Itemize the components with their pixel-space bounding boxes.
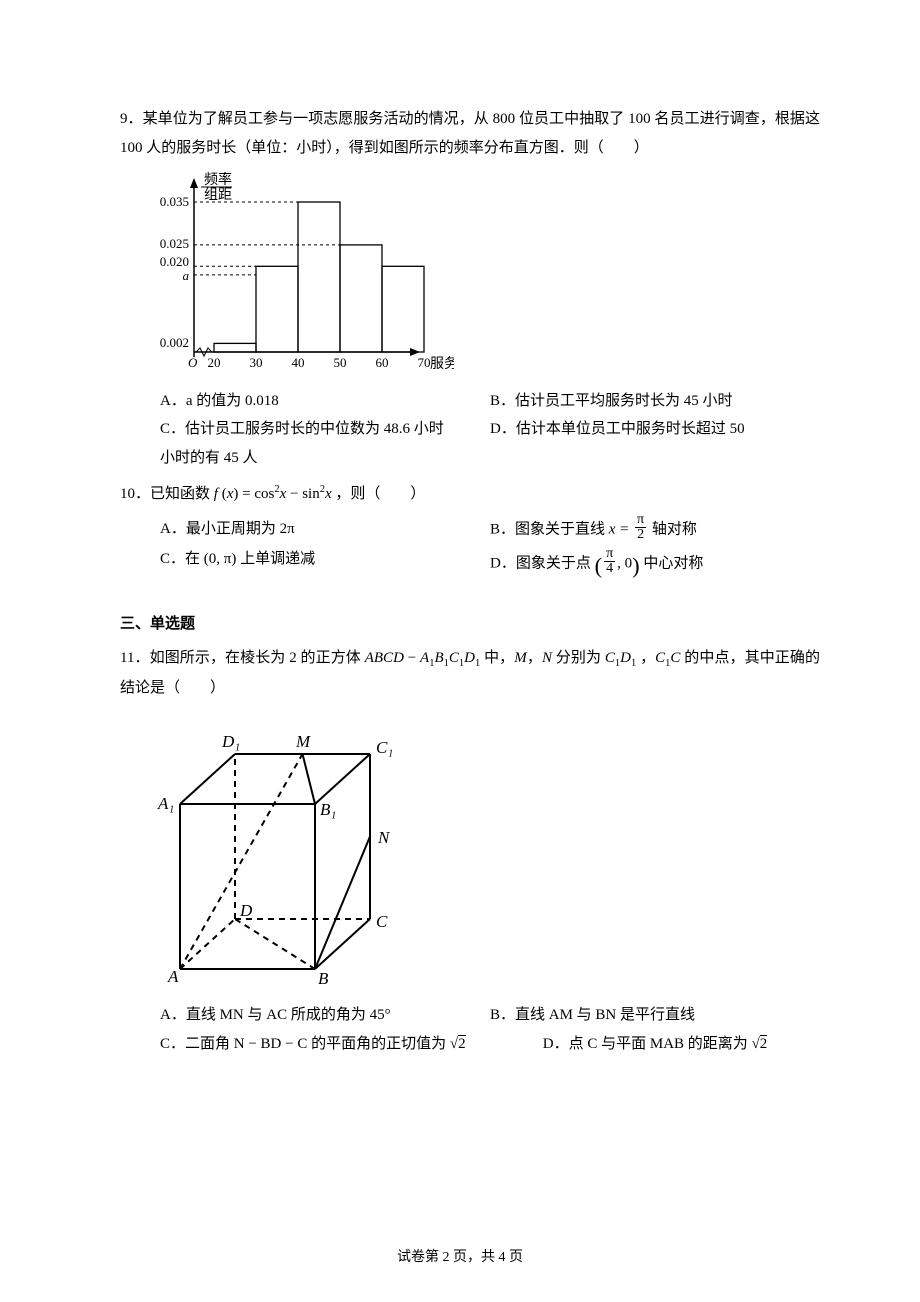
q11-optB: B．直线 AM 与 BN 是平行直线 [490, 1001, 820, 1030]
q11-number: 11． [120, 650, 150, 666]
svg-text:O: O [188, 355, 198, 370]
svg-text:0.020: 0.020 [160, 254, 189, 269]
svg-text:C: C [376, 912, 388, 931]
q10-stem: 10．已知函数 f (x) = cos2x − sin2x ，则（ ） [120, 480, 820, 509]
svg-text:60: 60 [376, 355, 389, 370]
question-9: 9．某单位为了解员工参与一项志愿服务活动的情况，从 800 位员工中抽取了 10… [120, 105, 820, 472]
q10-options: A．最小正周期为 2π B．图象关于直线 x = π2 轴对称 C．在 (0, … [120, 515, 820, 588]
svg-text:B: B [318, 969, 329, 988]
q9-options: A．a 的值为 0.018 B．估计员工平均服务时长为 45 小时 C．估计员工… [120, 387, 820, 473]
q10-number: 10． [120, 486, 150, 502]
cube-svg: A B C D A₁ B₁ C₁ D₁ M N [140, 709, 420, 989]
svg-text:0.025: 0.025 [160, 236, 189, 251]
q11-optC: C．二面角 N − BD − C 的平面角的正切值为 √2 [160, 1030, 543, 1059]
q11-options: A．直线 MN 与 AC 所成的角为 45° B．直线 AM 与 BN 是平行直… [120, 1001, 820, 1030]
svg-text:组距: 组距 [204, 187, 232, 203]
q9-optD-cont: 小时的有 45 人 [160, 444, 490, 473]
q11-text: 如图所示，在棱长为 2 的正方体 ABCD − A1B1C1D1 中，M，N 分… [120, 650, 820, 696]
svg-text:A₁: A₁ [157, 794, 174, 813]
q10-optC: C．在 (0, π) 上单调递减 [160, 545, 490, 588]
q11-options-row2: C．二面角 N − BD − C 的平面角的正切值为 √2 D．点 C 与平面 … [120, 1030, 820, 1059]
q9-optA: A．a 的值为 0.018 [160, 387, 490, 416]
q10-optA: A．最小正周期为 2π [160, 515, 490, 545]
svg-text:30: 30 [250, 355, 263, 370]
svg-text:50: 50 [334, 355, 347, 370]
question-11: 11．如图所示，在棱长为 2 的正方体 ABCD − A1B1C1D1 中，M，… [120, 644, 820, 1058]
q9-optD: D．估计本单位员工中服务时长超过 50 [490, 415, 820, 444]
svg-text:a: a [183, 268, 190, 283]
q11-optD: D．点 C 与平面 MAB 的距离为 √2 [543, 1030, 820, 1059]
svg-text:70: 70 [418, 355, 431, 370]
q10-optB: B．图象关于直线 x = π2 轴对称 [490, 515, 820, 545]
svg-text:服务时长: 服务时长 [430, 356, 454, 372]
svg-text:20: 20 [208, 355, 221, 370]
svg-text:频率: 频率 [204, 172, 232, 188]
q9-number: 9． [120, 111, 143, 127]
q11-cube: A B C D A₁ B₁ C₁ D₁ M N [140, 709, 820, 1000]
section-3-heading: 三、单选题 [120, 610, 820, 639]
svg-text:M: M [295, 732, 311, 751]
q9-text: 某单位为了解员工参与一项志愿服务活动的情况，从 800 位员工中抽取了 100 … [120, 111, 820, 156]
q11-optA: A．直线 MN 与 AC 所成的角为 45° [160, 1001, 490, 1030]
svg-text:C₁: C₁ [376, 738, 393, 757]
svg-text:0.002: 0.002 [160, 335, 189, 350]
svg-text:D₁: D₁ [221, 732, 240, 751]
q9-optB: B．估计员工平均服务时长为 45 小时 [490, 387, 820, 416]
svg-text:D: D [239, 901, 253, 920]
svg-text:A: A [167, 967, 179, 986]
svg-text:40: 40 [292, 355, 305, 370]
q10-optD: D．图象关于点 (π4, 0) 中心对称 [490, 545, 820, 588]
page-footer: 试卷第 2 页，共 4 页 [0, 1245, 920, 1272]
svg-text:B₁: B₁ [320, 800, 336, 819]
q10-text: 已知函数 f (x) = cos2x − sin2x ，则（ ） [150, 486, 425, 502]
q9-histogram: 0.035 0.025 0.020 a 0.002 20 30 40 50 60… [144, 172, 820, 383]
histogram-svg: 0.035 0.025 0.020 a 0.002 20 30 40 50 60… [144, 172, 454, 372]
q11-stem: 11．如图所示，在棱长为 2 的正方体 ABCD − A1B1C1D1 中，M，… [120, 644, 820, 702]
svg-text:0.035: 0.035 [160, 194, 189, 209]
q9-stem: 9．某单位为了解员工参与一项志愿服务活动的情况，从 800 位员工中抽取了 10… [120, 105, 820, 162]
question-10: 10．已知函数 f (x) = cos2x − sin2x ，则（ ） A．最小… [120, 480, 820, 588]
q9-optC: C．估计员工服务时长的中位数为 48.6 小时 [160, 415, 490, 444]
svg-text:N: N [377, 828, 391, 847]
